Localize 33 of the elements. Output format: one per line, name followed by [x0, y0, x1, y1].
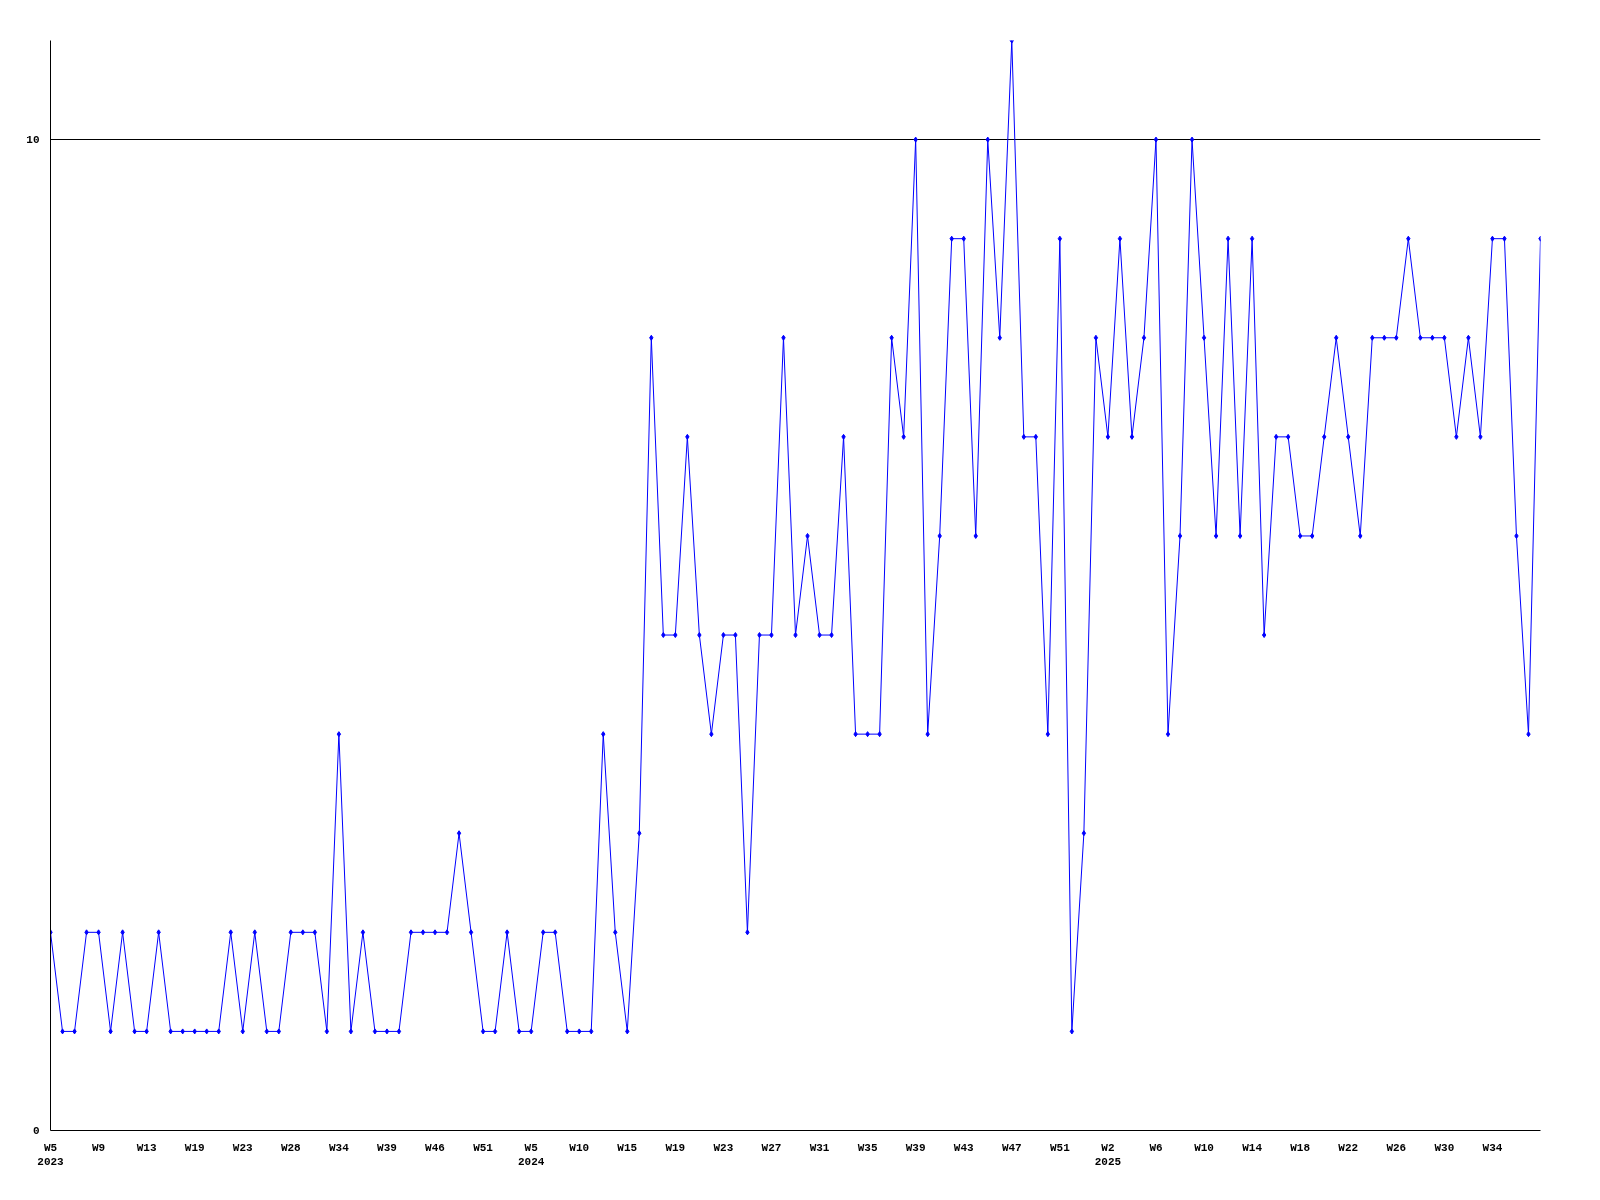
y-tick-label: 0 [32, 1125, 40, 1137]
x-tick-label: W5 2023 [37, 1141, 65, 1168]
x-tick-label: W13 [136, 1141, 157, 1154]
x-tick-label: W23 [232, 1141, 254, 1154]
x-tick-label: W47 [1001, 1141, 1022, 1154]
x-tick-label: W43 [953, 1141, 975, 1154]
x-tick-label: W18 [1290, 1141, 1311, 1154]
x-tick-label: W19 [665, 1141, 686, 1154]
x-tick-label: W10 [569, 1141, 590, 1154]
x-tick-label: W15 [617, 1141, 638, 1154]
x-tick-label: W30 [1434, 1141, 1455, 1154]
x-tick-label: W14 [1242, 1141, 1263, 1154]
x-tick-label: W26 [1386, 1141, 1407, 1154]
x-tick-label: W27 [761, 1141, 782, 1154]
x-tick-label: W5 2024 [517, 1141, 545, 1168]
x-tick-label: W6 [1149, 1141, 1163, 1154]
x-tick-label: W39 [905, 1141, 926, 1154]
x-tick-label: W51 [1049, 1141, 1071, 1154]
x-tick-label: W34 [328, 1141, 350, 1154]
x-tick-label: W23 [713, 1141, 734, 1154]
x-tick-label: W35 [857, 1141, 878, 1154]
x-tick-label: W51 [473, 1141, 494, 1154]
x-tick-label: W34 [1482, 1141, 1503, 1154]
x-tick-label: W9 [91, 1141, 106, 1154]
x-tick-label: W10 [1194, 1141, 1214, 1154]
x-tick-label: W19 [184, 1141, 205, 1154]
x-tick-label: W39 [377, 1141, 397, 1154]
x-tick-label: W22 [1338, 1141, 1359, 1154]
y-tick-label: 10 [26, 134, 40, 147]
x-tick-label: W31 [809, 1141, 830, 1154]
x-tick-label: W2 2025 [1094, 1141, 1122, 1168]
x-tick-label: W46 [425, 1141, 445, 1154]
x-tick-label: W28 [280, 1141, 302, 1154]
